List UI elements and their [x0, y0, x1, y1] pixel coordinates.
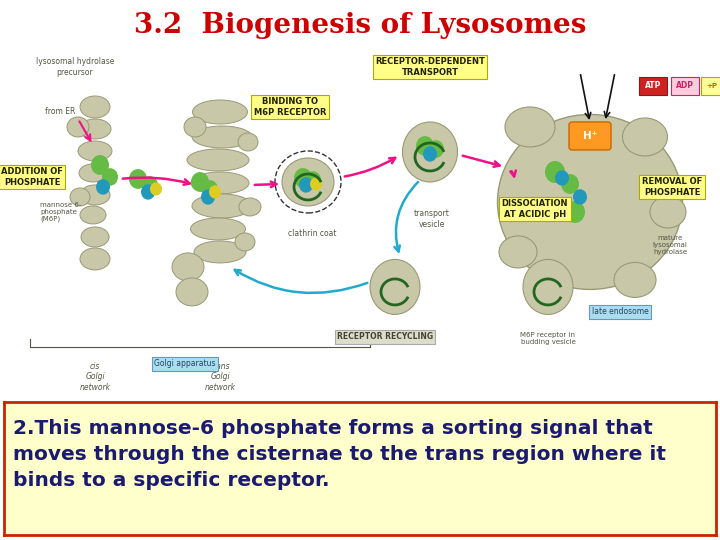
Ellipse shape	[78, 141, 112, 161]
Ellipse shape	[80, 248, 110, 270]
Ellipse shape	[192, 100, 248, 124]
Text: RECEPTOR-DEPENDENT
TRANSPORT: RECEPTOR-DEPENDENT TRANSPORT	[375, 57, 485, 77]
Ellipse shape	[238, 133, 258, 151]
Ellipse shape	[505, 107, 555, 147]
Ellipse shape	[176, 278, 208, 306]
Ellipse shape	[80, 206, 106, 224]
FancyBboxPatch shape	[569, 122, 611, 150]
Ellipse shape	[102, 168, 118, 186]
Ellipse shape	[310, 177, 322, 191]
Ellipse shape	[428, 140, 444, 158]
Ellipse shape	[192, 126, 252, 148]
Text: DISSOCIATION
AT ACIDIC pH: DISSOCIATION AT ACIDIC pH	[502, 199, 568, 219]
Text: RECEPTOR RECYCLING: RECEPTOR RECYCLING	[337, 333, 433, 341]
Ellipse shape	[523, 259, 573, 314]
Ellipse shape	[541, 197, 559, 217]
Text: 3.2  Biogenesis of Lysosomes: 3.2 Biogenesis of Lysosomes	[134, 12, 586, 39]
Ellipse shape	[555, 170, 569, 186]
FancyBboxPatch shape	[671, 77, 699, 95]
Ellipse shape	[402, 122, 457, 182]
Ellipse shape	[192, 194, 252, 218]
Ellipse shape	[565, 201, 585, 223]
Ellipse shape	[561, 174, 579, 194]
Ellipse shape	[80, 96, 110, 118]
Ellipse shape	[573, 189, 587, 205]
Ellipse shape	[81, 227, 109, 247]
Ellipse shape	[370, 259, 420, 314]
Text: ADDITION OF
PHOSPHATE: ADDITION OF PHOSPHATE	[1, 167, 63, 187]
Ellipse shape	[650, 196, 686, 228]
Text: cis
Golgi
network: cis Golgi network	[79, 362, 110, 392]
Text: ATP: ATP	[645, 82, 661, 91]
Ellipse shape	[623, 118, 667, 156]
Ellipse shape	[91, 155, 109, 175]
Ellipse shape	[79, 164, 107, 182]
Ellipse shape	[80, 185, 110, 205]
Ellipse shape	[129, 169, 147, 189]
Text: lysosomal hydrolase
precursor: lysosomal hydrolase precursor	[36, 57, 114, 77]
Ellipse shape	[201, 189, 215, 205]
Ellipse shape	[70, 188, 90, 206]
Ellipse shape	[299, 177, 313, 193]
Ellipse shape	[423, 146, 437, 161]
Ellipse shape	[141, 184, 155, 200]
FancyBboxPatch shape	[701, 77, 720, 95]
Ellipse shape	[209, 185, 221, 199]
Text: mature
lysosomal
hydrolase: mature lysosomal hydrolase	[652, 235, 688, 255]
Ellipse shape	[282, 158, 334, 206]
Ellipse shape	[96, 179, 110, 194]
Ellipse shape	[614, 262, 656, 298]
Text: mannose 6-
phosphate
(M6P): mannose 6- phosphate (M6P)	[40, 202, 81, 222]
Text: H⁺: H⁺	[583, 131, 597, 141]
Ellipse shape	[294, 168, 312, 188]
Text: trans
Golgi
network: trans Golgi network	[204, 362, 235, 392]
Ellipse shape	[184, 117, 206, 137]
FancyBboxPatch shape	[639, 77, 667, 95]
Text: +P: +P	[706, 83, 718, 89]
Text: ADP: ADP	[676, 82, 694, 91]
Ellipse shape	[194, 241, 246, 263]
Text: REMOVAL OF
PHOSPHATE: REMOVAL OF PHOSPHATE	[642, 177, 702, 197]
Ellipse shape	[150, 183, 162, 195]
Ellipse shape	[498, 114, 683, 289]
Ellipse shape	[191, 172, 249, 194]
Ellipse shape	[499, 236, 537, 268]
Text: late endosome: late endosome	[592, 307, 649, 316]
Ellipse shape	[67, 117, 89, 137]
Text: transport
vesicle: transport vesicle	[414, 210, 450, 228]
Ellipse shape	[202, 180, 218, 198]
Ellipse shape	[239, 198, 261, 216]
Ellipse shape	[545, 161, 565, 183]
Ellipse shape	[191, 172, 209, 192]
Ellipse shape	[172, 253, 204, 281]
Ellipse shape	[191, 218, 246, 240]
Ellipse shape	[235, 233, 255, 251]
Text: from ER: from ER	[45, 107, 76, 117]
Ellipse shape	[416, 136, 434, 156]
Text: Golgi apparatus: Golgi apparatus	[154, 360, 216, 368]
Ellipse shape	[305, 171, 321, 189]
Ellipse shape	[142, 176, 158, 194]
Ellipse shape	[187, 149, 249, 171]
Text: 2.This mannose-6 phosphate forms a sorting signal that
moves through the cistern: 2.This mannose-6 phosphate forms a sorti…	[13, 420, 666, 490]
Text: M6P receptor in
budding vesicle: M6P receptor in budding vesicle	[521, 333, 575, 346]
Text: clathrin coat: clathrin coat	[288, 230, 336, 239]
Ellipse shape	[79, 119, 111, 139]
Text: BINDING TO
M6P RECEPTOR: BINDING TO M6P RECEPTOR	[253, 97, 326, 117]
